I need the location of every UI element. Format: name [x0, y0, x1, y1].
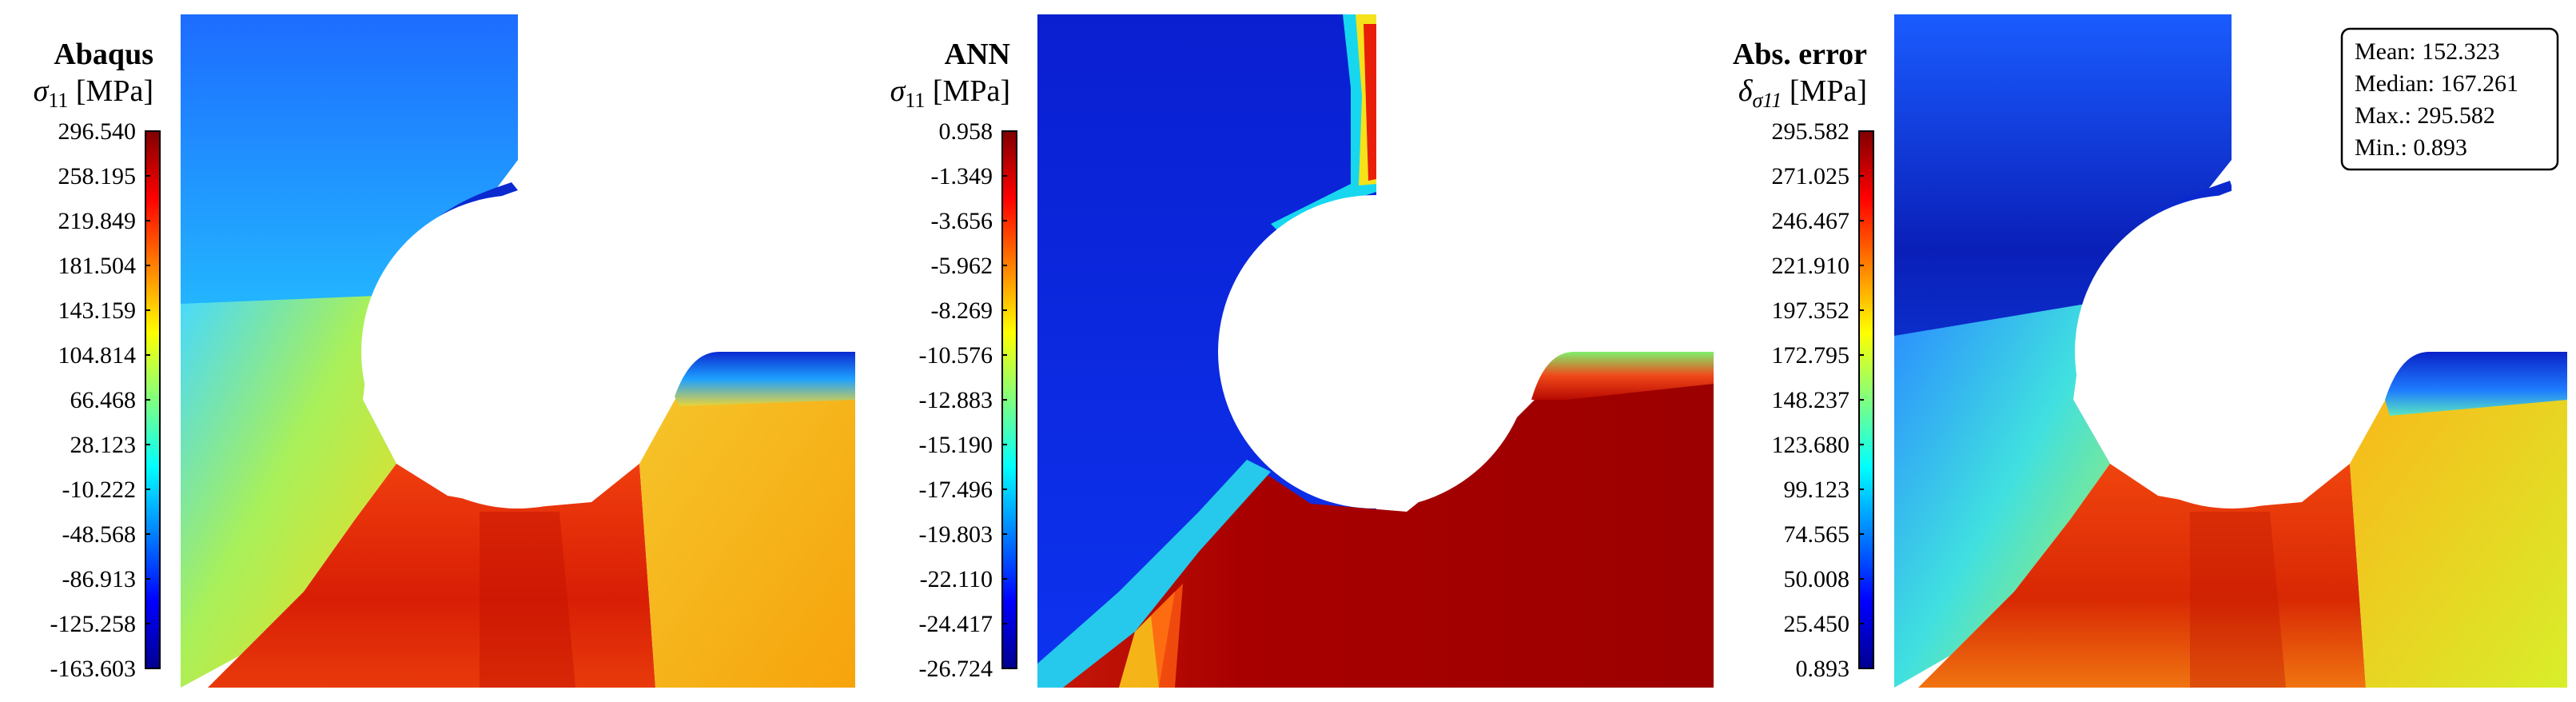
- colorbar-tick-label: 197.352: [1772, 297, 1850, 324]
- colorbar-tick-label: -86.913: [62, 566, 137, 592]
- colorbar-tick-label: 0.893: [1796, 656, 1850, 682]
- stat-median: Median: 167.261: [2355, 70, 2518, 97]
- colorbar-tick-label: 99.123: [1784, 477, 1850, 503]
- stress-field-plot: [1037, 11, 1717, 688]
- colorbar-tick-label: 0.958: [939, 118, 993, 145]
- colorbar-tick-label: -22.110: [920, 566, 993, 592]
- quantity-unit: [MPa]: [1790, 74, 1867, 108]
- colorbar-tick-label: 148.237: [1772, 387, 1850, 413]
- panel-abaqus: Abaqus σ11 [MPa] 296.540 258.195 219.849 18…: [34, 11, 858, 688]
- colorbar-tick-label: 172.795: [1772, 342, 1850, 369]
- stat-max: Max.: 295.582: [2355, 102, 2495, 129]
- colorbar-tick-label: 74.565: [1784, 521, 1850, 548]
- colorbar-tick-label: -5.962: [931, 253, 993, 279]
- stat-min: Min.: 0.893: [2355, 134, 2467, 161]
- quantity-subscript: 11: [905, 89, 925, 112]
- colorbar-ticks: 295.582 271.025 246.467 221.910 197.352 172.7…: [1772, 118, 1864, 682]
- colorbar-tick-label: 66.468: [70, 387, 137, 413]
- colorbar-tick-label: 28.123: [70, 432, 137, 458]
- panel-abs-error: Abs. error δσ11 [MPa] 295.582 271.025 246.…: [1733, 11, 2572, 688]
- stat-mean: Mean: 152.323: [2355, 38, 2500, 65]
- colorbar-ticks: 296.540 258.195 219.849 181.504 143.159 104.8…: [50, 118, 150, 682]
- colorbar-tick-label: -10.222: [62, 477, 137, 503]
- colorbar-tick-label: 123.680: [1772, 432, 1850, 458]
- panel-quantity: σ11 [MPa]: [890, 74, 1010, 112]
- colorbar-tick-label: 258.195: [58, 163, 137, 189]
- colorbar-tick-label: -15.190: [919, 432, 993, 458]
- colorbar-tick-label: -12.883: [919, 387, 993, 413]
- quantity-symbol: σ: [34, 74, 50, 108]
- colorbar-tick-label: -125.258: [50, 611, 137, 637]
- panel-ann: ANN σ11 [MPa] 0.958 -1.349 -3.656 -5.962 -8.…: [890, 11, 1717, 688]
- quantity-symbol: δ: [1738, 74, 1754, 108]
- quantity-unit: [MPa]: [933, 74, 1010, 108]
- quantity-unit-prefix: [1782, 74, 1790, 108]
- panel-quantity: σ11 [MPa]: [34, 74, 153, 112]
- colorbar-tick-label: 271.025: [1772, 163, 1850, 189]
- colorbar-tick-label: -24.417: [919, 611, 993, 637]
- colorbar-tick-label: -17.496: [919, 477, 993, 503]
- colorbar-tick-label: 143.159: [58, 297, 137, 324]
- colorbar-tick-label: 295.582: [1772, 118, 1850, 145]
- colorbar-tick-label: 296.540: [58, 118, 137, 145]
- panel-title: Abs. error: [1733, 38, 1867, 71]
- panel-title: Abaqus: [54, 38, 153, 71]
- quantity-subscript: 11: [48, 89, 68, 112]
- colorbar-tick-label: 25.450: [1784, 611, 1850, 637]
- panel-title: ANN: [945, 38, 1010, 71]
- colorbar-tick-label: 104.814: [58, 342, 137, 369]
- quantity-unit-prefix: [68, 74, 76, 108]
- colorbar-tick-label: -1.349: [931, 163, 993, 189]
- colorbar-tick-label: -3.656: [931, 208, 993, 234]
- colorbar-ticks: 0.958 -1.349 -3.656 -5.962 -8.269 -10.576 -12.…: [919, 118, 1007, 682]
- colorbar-tick-label: -48.568: [62, 521, 137, 548]
- colorbar-tick-label: 221.910: [1772, 253, 1850, 279]
- error-statistics-box: Mean: 152.323 Median: 167.261 Max.: 295.…: [2340, 27, 2559, 171]
- colorbar-tick-label: 246.467: [1772, 208, 1850, 234]
- colorbar-tick-label: 219.849: [58, 208, 137, 234]
- colorbar-tick-label: -19.803: [919, 521, 993, 548]
- stress-field-plot: [181, 11, 858, 688]
- panel-quantity: δσ11 [MPa]: [1738, 74, 1867, 112]
- colorbar-tick-label: 50.008: [1784, 566, 1850, 592]
- colorbar-tick-label: -10.576: [919, 342, 993, 369]
- colorbar-tick-label: -26.724: [919, 656, 993, 682]
- quantity-unit: [MPa]: [76, 74, 153, 108]
- colorbar-tick-label: -8.269: [931, 297, 993, 324]
- quantity-unit-prefix: [925, 74, 933, 108]
- quantity-subscript: σ11: [1752, 89, 1782, 112]
- colorbar-tick-label: 181.504: [58, 253, 137, 279]
- quantity-symbol: σ: [890, 74, 906, 108]
- colorbar-tick-label: -163.603: [50, 656, 137, 682]
